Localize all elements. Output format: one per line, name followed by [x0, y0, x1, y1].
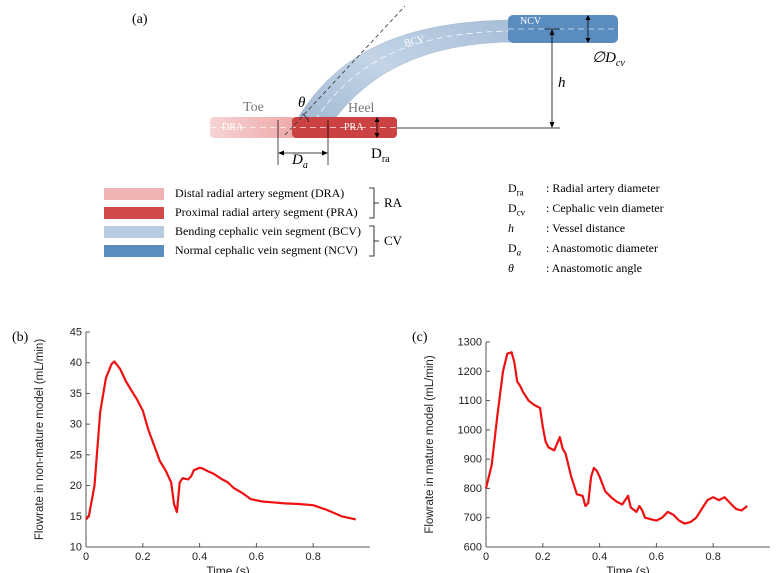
chart-c-y-tick-label: 900 — [464, 454, 482, 466]
angle-reference-line — [284, 5, 406, 136]
chart-b-x-tick-label: 0.6 — [249, 551, 264, 563]
chart-c-x-axis-label: Time (s) — [606, 564, 650, 573]
chart-b-x-tick-label: 0.4 — [192, 551, 207, 563]
legend-swatch-pra — [104, 207, 164, 219]
chart-b-y-tick-label: 45 — [70, 327, 82, 339]
chart-b-y-tick-label: 25 — [70, 449, 82, 461]
chart-c-y-tick-label: 1000 — [458, 424, 482, 436]
chart-b: 10 15 20 25 30 35 40 45 0 0.2 0.4 0.6 0.8 Time (s) Flo… — [34, 327, 370, 573]
definition-da: Da: Anastomotic diameter — [508, 241, 658, 258]
chart-c-y-tick-label: 1100 — [458, 395, 482, 407]
chart-c: 600 700 800 900 1000 1100 1200 1300 0 0.2 0.4 0.6 0.… — [424, 337, 770, 573]
chart-c-x-tick-label: 0 — [483, 551, 489, 563]
definition-dra: Dra: Radial artery diameter — [508, 181, 660, 198]
chart-b-x-tick-label: 0.2 — [135, 551, 150, 563]
chart-c-x-tick-label: 0.4 — [592, 551, 607, 563]
chart-c-y-axis-label: Flowrate in mature model (mL/min) — [424, 355, 436, 533]
chart-c-x-tick-label: 0.8 — [706, 551, 721, 563]
pra-segment-label: PRA — [344, 122, 364, 133]
group-label-ra: RA — [384, 195, 403, 210]
bcv-segment — [291, 19, 511, 129]
bcv-centerline — [309, 30, 511, 129]
chart-c-x-tick-label: 0.6 — [649, 551, 664, 563]
legend-swatch-bcv — [104, 226, 164, 238]
chart-c-y-tick-label: 1300 — [458, 337, 482, 349]
definition-h: h: Vessel distance — [508, 221, 626, 235]
chart-c-y-tick-label: 600 — [464, 542, 482, 554]
group-label-cv: CV — [384, 233, 403, 248]
dcv-label: ∅Dcv — [592, 50, 625, 69]
chart-b-y-tick-label: 20 — [70, 480, 82, 492]
da-label: Da — [292, 152, 308, 171]
legend-swatch-dra — [104, 188, 164, 200]
anastomosis-diagram — [210, 5, 618, 165]
chart-b-y-axis-label: Flowrate in non-mature model (mL/min) — [34, 339, 46, 540]
chart-c-y-tick-label: 800 — [464, 483, 482, 495]
ncv-segment-label: NCV — [520, 16, 542, 27]
chart-c-y-tick-label: 1200 — [458, 366, 482, 378]
chart-b-y-tick-label: 35 — [70, 388, 82, 400]
panel-label-c: (c) — [412, 330, 428, 345]
chart-b-y-tick-label: 40 — [70, 357, 82, 369]
chart-b-series-line — [85, 360, 357, 521]
chart-b-x-tick-label: 0 — [83, 551, 89, 563]
chart-c-series-line — [484, 351, 748, 525]
h-label: h — [558, 75, 566, 91]
legend-swatch-ncv — [104, 245, 164, 257]
definition-dcv: Dcv: Cephalic vein diameter — [508, 201, 664, 218]
chart-b-y-tick-label: 10 — [70, 542, 82, 554]
chart-b-y-tick-label: 15 — [70, 511, 82, 523]
chart-c-y-tick-label: 700 — [464, 512, 482, 524]
chart-b-x-axis-label: Time (s) — [206, 564, 250, 573]
chart-b-x-tick-label: 0.8 — [306, 551, 321, 563]
toe-label: Toe — [243, 100, 264, 115]
legend-brackets — [369, 187, 379, 257]
dra-segment-label: DRA — [222, 122, 244, 133]
panel-label-b: (b) — [12, 330, 29, 345]
panel-label-a: (a) — [132, 12, 148, 27]
theta-label: θ — [298, 95, 306, 111]
chart-b-y-tick-label: 30 — [70, 419, 82, 431]
heel-label: Heel — [348, 101, 375, 116]
angle-arc — [301, 113, 310, 123]
chart-c-x-tick-label: 0.2 — [535, 551, 550, 563]
definition-theta: θ: Anastomotic angle — [508, 261, 642, 275]
dra-dimension-label: Dra — [371, 146, 390, 165]
